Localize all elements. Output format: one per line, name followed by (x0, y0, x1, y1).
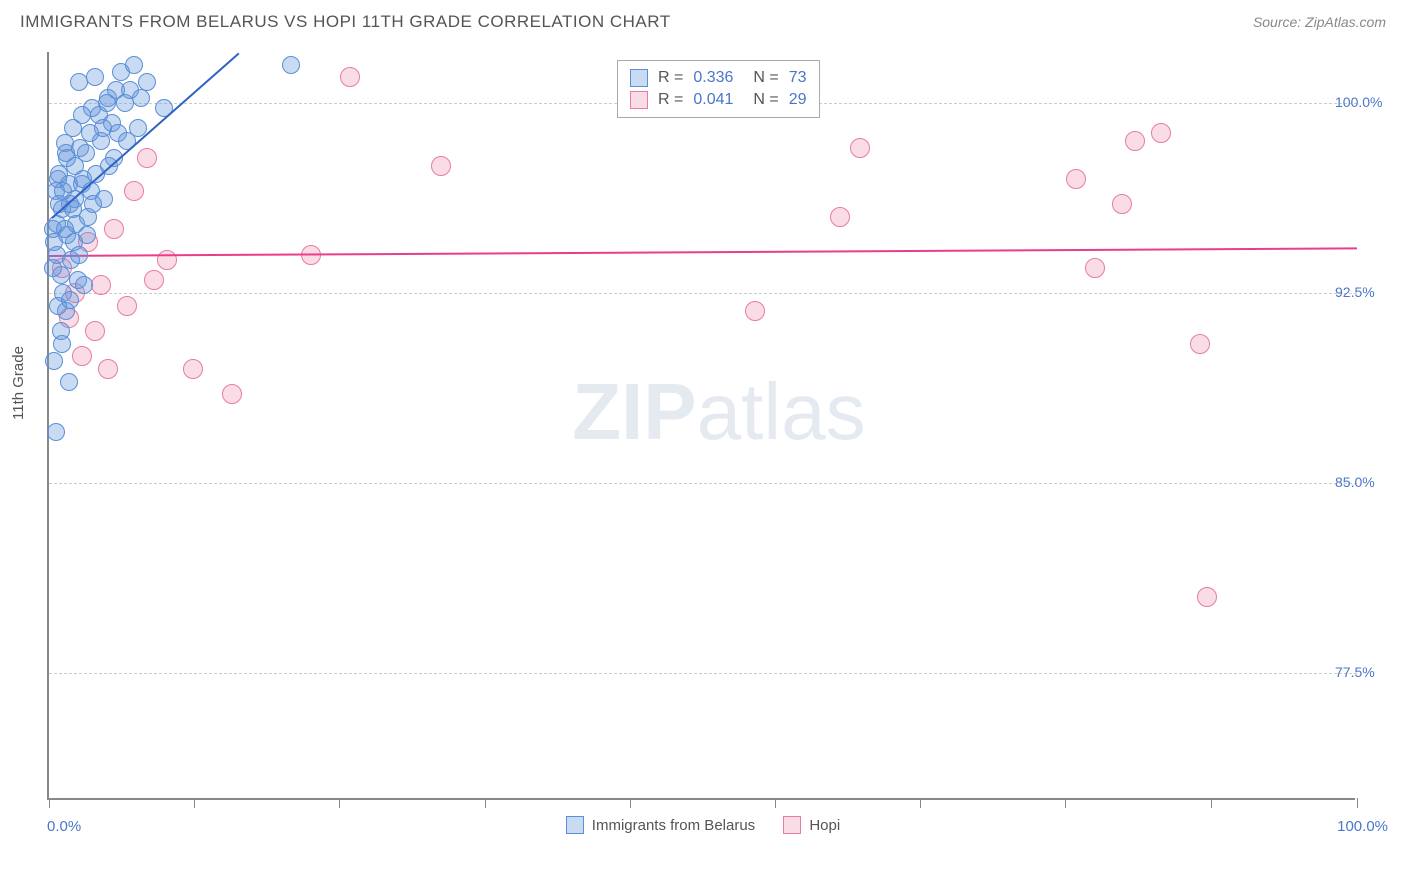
plot-area: 100.0%92.5%85.0%77.5%ZIPatlasR =0.336N =… (47, 52, 1355, 800)
y-tick-label: 92.5% (1335, 284, 1395, 300)
scatter-point-belarus (125, 56, 143, 74)
legend-label-hopi: Hopi (809, 817, 840, 834)
chart-title: IMMIGRANTS FROM BELARUS VS HOPI 11TH GRA… (20, 12, 671, 32)
scatter-point-hopi (144, 270, 164, 290)
scatter-point-hopi (1190, 334, 1210, 354)
scatter-point-hopi (1197, 587, 1217, 607)
scatter-point-belarus (47, 423, 65, 441)
scatter-point-belarus (45, 233, 63, 251)
scatter-point-belarus (45, 352, 63, 370)
grid-line (49, 293, 1357, 294)
x-tick (1065, 798, 1066, 808)
scatter-point-hopi (117, 296, 137, 316)
legend-item-hopi: Hopi (783, 816, 840, 834)
x-tick (49, 798, 50, 808)
x-tick (1211, 798, 1212, 808)
x-tick (339, 798, 340, 808)
scatter-point-belarus (60, 373, 78, 391)
legend-swatch-belarus (566, 816, 584, 834)
scatter-point-belarus (49, 170, 67, 188)
watermark: ZIPatlas (572, 366, 865, 458)
stats-row-hopi: R = 0.041 N = 29 (630, 89, 807, 111)
scatter-point-belarus (282, 56, 300, 74)
chart-container: 100.0%92.5%85.0%77.5%ZIPatlasR =0.336N =… (47, 52, 1388, 800)
scatter-point-belarus (78, 226, 96, 244)
scatter-point-hopi (72, 346, 92, 366)
scatter-point-hopi (137, 148, 157, 168)
stats-R-value: 0.336 (693, 69, 733, 87)
scatter-point-hopi (222, 384, 242, 404)
y-axis-title: 11th Grade (10, 346, 27, 420)
scatter-point-hopi (340, 67, 360, 87)
scatter-point-hopi (830, 207, 850, 227)
scatter-point-belarus (107, 81, 125, 99)
scatter-point-belarus (61, 291, 79, 309)
scatter-point-belarus (75, 276, 93, 294)
stats-R-label: R = (658, 69, 683, 87)
scatter-point-belarus (52, 322, 70, 340)
scatter-point-hopi (183, 359, 203, 379)
grid-line (49, 483, 1357, 484)
stats-R-label: R = (658, 91, 683, 109)
scatter-point-belarus (84, 195, 102, 213)
y-tick-label: 100.0% (1335, 94, 1395, 110)
scatter-point-belarus (132, 89, 150, 107)
scatter-point-hopi (104, 219, 124, 239)
y-tick-label: 77.5% (1335, 664, 1395, 680)
stats-N-value: 73 (789, 69, 807, 87)
grid-line (49, 673, 1357, 674)
legend-swatch-hopi (783, 816, 801, 834)
stats-N-label: N = (753, 69, 778, 87)
x-tick (775, 798, 776, 808)
scatter-point-hopi (1085, 258, 1105, 278)
stats-N-label: N = (753, 91, 778, 109)
scatter-point-hopi (91, 275, 111, 295)
trend-line-hopi (49, 247, 1357, 257)
scatter-point-hopi (1151, 123, 1171, 143)
stats-row-belarus: R = 0.336 N = 73 (630, 67, 807, 89)
scatter-point-belarus (86, 68, 104, 86)
scatter-point-hopi (745, 301, 765, 321)
scatter-point-belarus (73, 106, 91, 124)
stats-N-value: 29 (789, 91, 807, 109)
scatter-point-hopi (1066, 169, 1086, 189)
scatter-point-belarus (70, 246, 88, 264)
x-tick (920, 798, 921, 808)
scatter-point-belarus (57, 144, 75, 162)
stats-swatch (630, 91, 648, 109)
scatter-point-hopi (85, 321, 105, 341)
stats-R-value: 0.041 (693, 91, 733, 109)
scatter-point-hopi (1112, 194, 1132, 214)
scatter-point-hopi (157, 250, 177, 270)
x-tick (485, 798, 486, 808)
scatter-point-hopi (1125, 131, 1145, 151)
scatter-point-hopi (98, 359, 118, 379)
stats-box: R = 0.336 N = 73 R = 0.041 N = 29 (617, 60, 820, 118)
x-tick (630, 798, 631, 808)
scatter-point-belarus (94, 119, 112, 137)
stats-swatch (630, 69, 648, 87)
y-tick-label: 85.0% (1335, 474, 1395, 490)
x-tick (194, 798, 195, 808)
scatter-point-hopi (124, 181, 144, 201)
legend-label-belarus: Immigrants from Belarus (592, 817, 755, 834)
scatter-point-hopi (431, 156, 451, 176)
legend-item-belarus: Immigrants from Belarus (566, 816, 755, 834)
bottom-legend: Immigrants from Belarus Hopi (0, 816, 1406, 838)
scatter-point-belarus (44, 259, 62, 277)
source-attribution: Source: ZipAtlas.com (1253, 14, 1386, 30)
x-tick (1357, 798, 1358, 808)
scatter-point-hopi (850, 138, 870, 158)
